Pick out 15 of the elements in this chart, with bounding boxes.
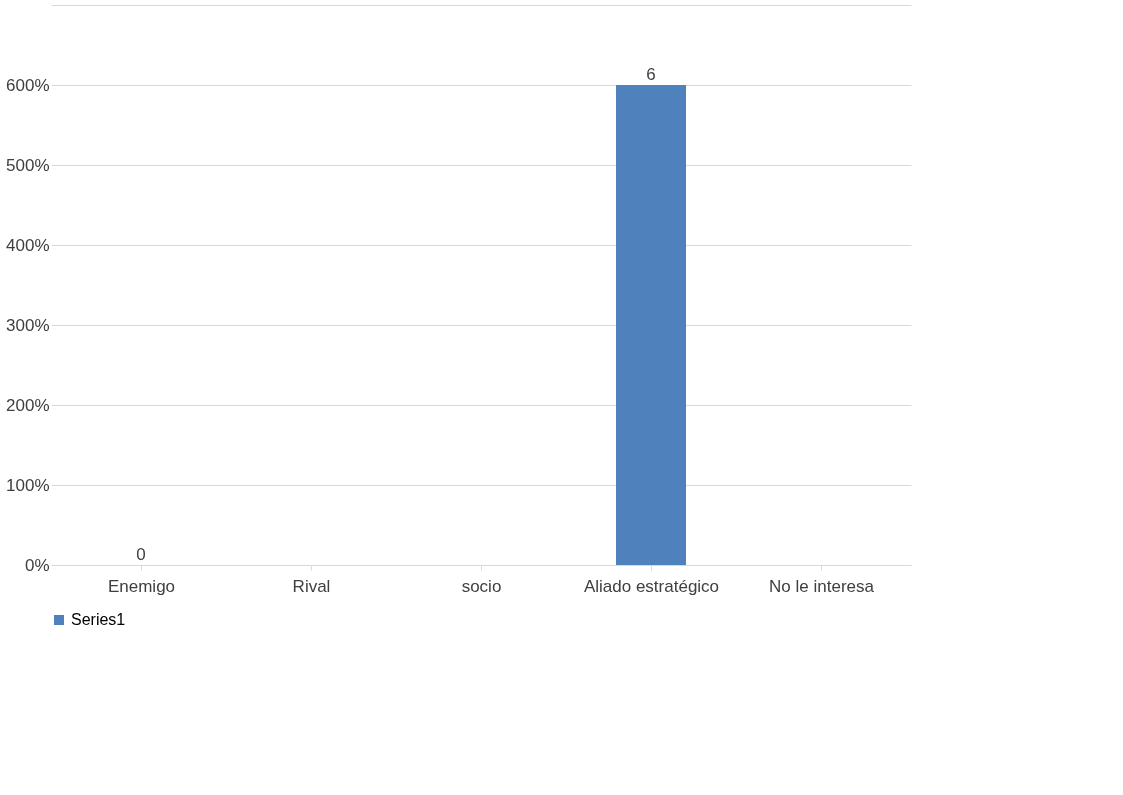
legend-label: Series1: [71, 611, 126, 628]
y-tick-label: 200%: [6, 395, 50, 415]
x-tick-label: socio: [461, 576, 502, 596]
y-tick-label: 100%: [6, 475, 50, 495]
y-tick-label: 500%: [6, 155, 50, 175]
data-label: 0: [136, 545, 146, 564]
y-tick-label: 400%: [6, 235, 50, 255]
y-tick-label: 0%: [24, 555, 50, 575]
x-tick-label: No le interesa: [769, 576, 875, 596]
y-tick-label: 600%: [6, 75, 50, 95]
y-tick-label: 300%: [6, 315, 50, 335]
x-tick-label: Aliado estratégico: [583, 576, 720, 596]
data-label: 6: [646, 65, 656, 84]
x-tick-label: Rival: [292, 576, 331, 596]
x-tick-label: Enemigo: [107, 576, 176, 596]
